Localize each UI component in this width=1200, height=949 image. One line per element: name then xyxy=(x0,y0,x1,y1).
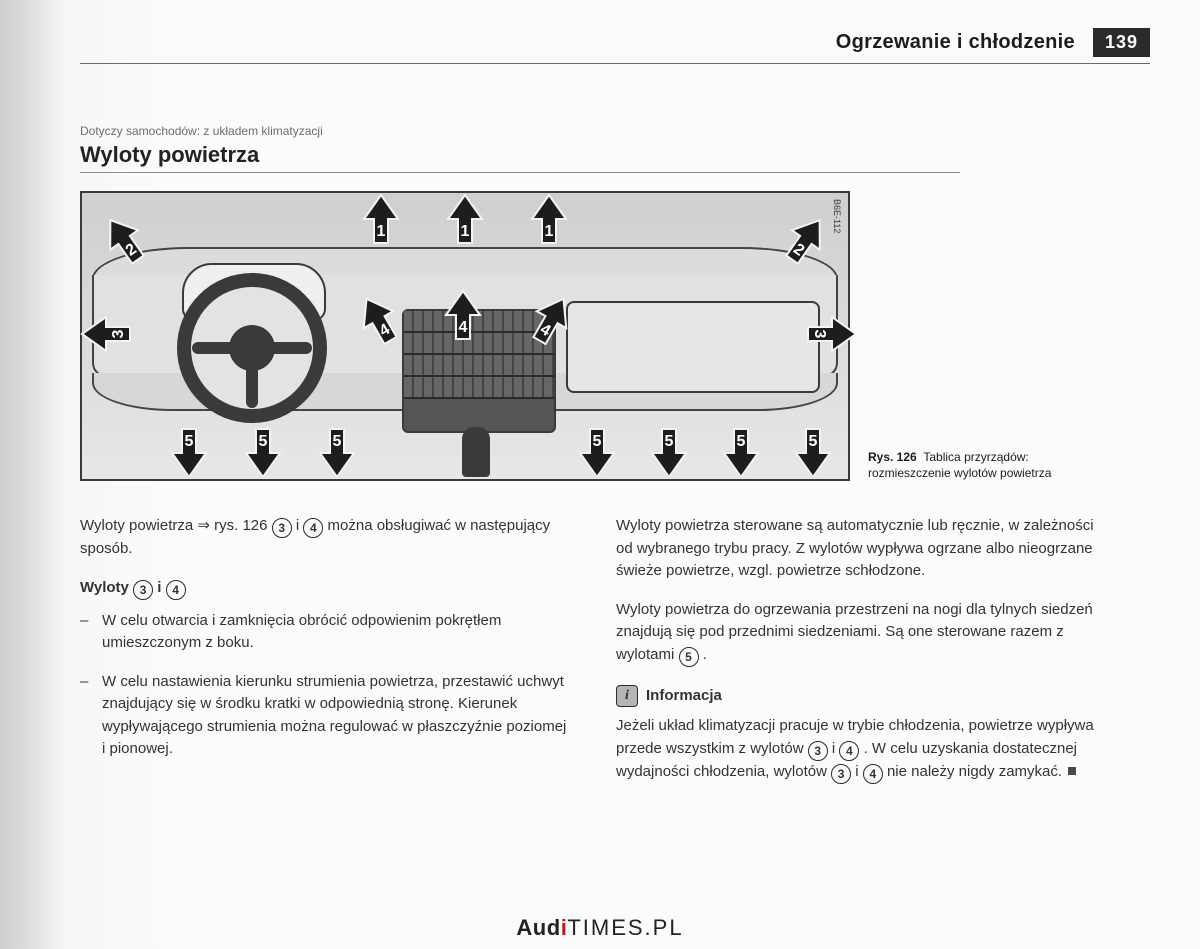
svg-text:5: 5 xyxy=(665,433,674,450)
list-item: W celu otwarcia i zamknięcia obrócić odp… xyxy=(80,610,570,655)
instruction-list: W celu otwarcia i zamknięcia obrócić odp… xyxy=(80,610,570,761)
header-title: Ogrzewanie i chłodzenie xyxy=(836,31,1075,54)
left-column: Wyloty powietrza ⇒ rys. 126 3 i 4 można … xyxy=(80,515,570,800)
info-icon: i xyxy=(616,685,638,707)
dashboard-figure: B6E-112 11122334445555555 xyxy=(80,191,850,481)
svg-text:1: 1 xyxy=(461,223,470,240)
callout-arrow: 1 xyxy=(360,193,402,255)
paragraph: Wyloty powietrza do ogrzewania przestrze… xyxy=(616,599,1106,667)
gear-shifter xyxy=(462,427,490,477)
page-header: Ogrzewanie i chłodzenie 139 xyxy=(80,28,1150,64)
page: Ogrzewanie i chłodzenie 139 Dotyczy samo… xyxy=(0,0,1200,949)
ref-circle-3: 3 xyxy=(808,741,828,761)
wheel-spoke xyxy=(246,348,258,408)
callout-arrow: 1 xyxy=(528,193,570,255)
callout-arrow: 4 xyxy=(442,289,484,351)
intro-text-a: Wyloty powietrza ⇒ rys. 126 xyxy=(80,517,272,534)
svg-text:5: 5 xyxy=(593,433,602,450)
svg-text:1: 1 xyxy=(377,223,386,240)
callout-arrow: 1 xyxy=(444,193,486,255)
ref-circle-4: 4 xyxy=(166,580,186,600)
ref-circle-5: 5 xyxy=(679,647,699,667)
callout-arrow: 5 xyxy=(316,417,358,479)
glovebox xyxy=(566,301,820,393)
caption-prefix: Rys. 126 xyxy=(868,450,917,464)
p2-b: . xyxy=(703,646,707,663)
list-item: W celu nastawienia kierunku strumienia p… xyxy=(80,671,570,761)
svg-text:4: 4 xyxy=(459,319,468,336)
end-mark-icon xyxy=(1068,767,1076,775)
paragraph: Wyloty powietrza sterowane są automatycz… xyxy=(616,515,1106,583)
callout-arrow: 5 xyxy=(168,417,210,479)
ref-circle-4: 4 xyxy=(303,518,323,538)
sub-h-a: Wyloty xyxy=(80,579,133,596)
callout-arrow: 3 xyxy=(80,313,142,355)
info-heading: i Informacja xyxy=(616,685,1106,708)
sub-h-b: i xyxy=(157,579,165,596)
watermark-footer: AudiTIMES.PL xyxy=(0,915,1200,941)
info-e: nie należy nigdy zamykać. xyxy=(887,763,1062,780)
callout-arrow: 5 xyxy=(576,417,618,479)
info-b: i xyxy=(832,740,840,757)
center-row xyxy=(404,355,554,377)
callout-arrow: 5 xyxy=(720,417,762,479)
bullet-text: W celu otwarcia i zamknięcia obrócić odp… xyxy=(102,610,570,655)
body-columns: Wyloty powietrza ⇒ rys. 126 3 i 4 można … xyxy=(80,515,1150,800)
center-row xyxy=(404,377,554,399)
intro-paragraph: Wyloty powietrza ⇒ rys. 126 3 i 4 można … xyxy=(80,515,570,561)
svg-text:5: 5 xyxy=(185,433,194,450)
ref-circle-4: 4 xyxy=(863,764,883,784)
svg-text:3: 3 xyxy=(811,330,828,339)
callout-arrow: 5 xyxy=(242,417,284,479)
svg-text:5: 5 xyxy=(737,433,746,450)
callout-arrow: 5 xyxy=(648,417,690,479)
callout-arrow: 3 xyxy=(796,313,858,355)
ref-circle-4: 4 xyxy=(839,741,859,761)
figure-caption: Rys. 126 Tablica przyrządów: rozmieszcze… xyxy=(868,449,1108,481)
section-title: Wyloty powietrza xyxy=(80,142,960,173)
scan-shadow xyxy=(0,0,60,949)
ref-circle-3: 3 xyxy=(272,518,292,538)
figure-row: B6E-112 11122334445555555 Rys. 126 Tabli… xyxy=(80,191,1150,481)
right-column: Wyloty powietrza sterowane są automatycz… xyxy=(616,515,1106,800)
bullet-text: W celu nastawienia kierunku strumienia p… xyxy=(102,671,570,761)
info-label: Informacja xyxy=(646,685,722,708)
brand-audi: Aud xyxy=(516,915,560,940)
svg-text:5: 5 xyxy=(259,433,268,450)
brand-times: TIMES xyxy=(567,915,644,940)
intro-text-b: i xyxy=(296,517,304,534)
info-d: i xyxy=(855,763,863,780)
applies-to-note: Dotyczy samochodów: z układem klimatyzac… xyxy=(80,124,1150,138)
svg-text:5: 5 xyxy=(333,433,342,450)
info-paragraph: Jeżeli układ klimatyzacji pracuje w tryb… xyxy=(616,715,1106,784)
sub-heading: Wyloty 3 i 4 xyxy=(80,577,570,600)
steering-wheel xyxy=(177,273,327,423)
brand-tld: .PL xyxy=(645,915,684,940)
ref-circle-3: 3 xyxy=(831,764,851,784)
svg-text:1: 1 xyxy=(545,223,554,240)
svg-text:5: 5 xyxy=(809,433,818,450)
ref-circle-3: 3 xyxy=(133,580,153,600)
callout-arrow: 5 xyxy=(792,417,834,479)
svg-text:3: 3 xyxy=(110,329,127,338)
page-number: 139 xyxy=(1093,28,1150,57)
